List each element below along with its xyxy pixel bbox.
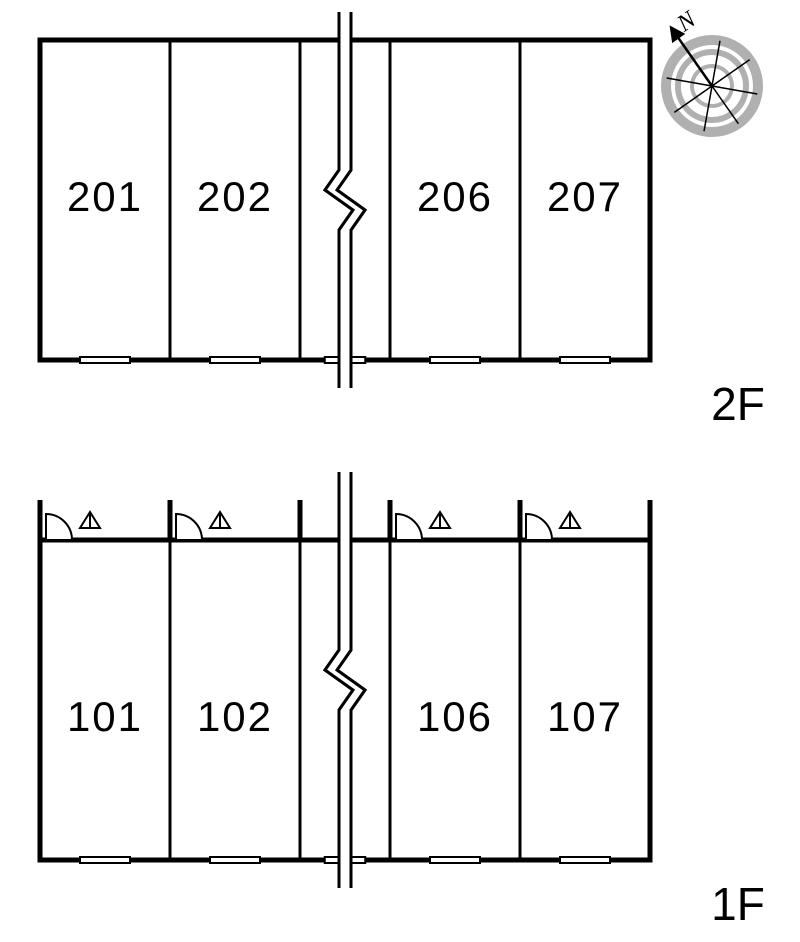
unit-label-102: 102 [197,693,273,740]
floor-1F: 101 102 106 107 1F [40,472,765,930]
floor-label-2F: 2F [711,378,765,430]
unit-label-201: 201 [67,173,143,220]
floor-2F: 201 202 206 207 2F [40,12,765,430]
floor-label-1F: 1F [711,878,765,930]
unit-label-101: 101 [67,693,143,740]
unit-label-107: 107 [547,693,623,740]
unit-label-106: 106 [417,693,493,740]
unit-label-202: 202 [197,173,273,220]
unit-label-207: 207 [547,173,623,220]
unit-label-206: 206 [417,173,493,220]
